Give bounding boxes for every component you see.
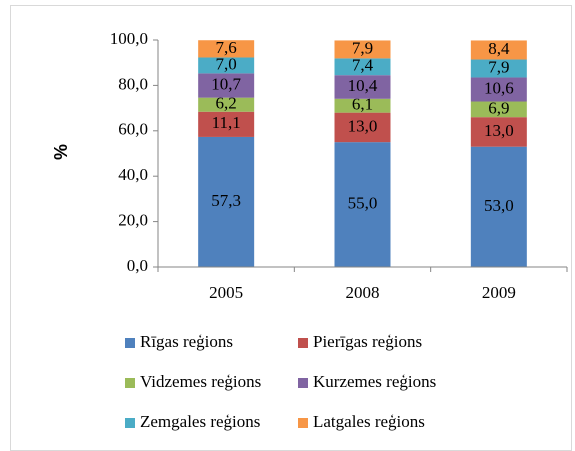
value-label: 6,9 [488, 98, 509, 117]
legend-swatch [298, 378, 308, 388]
y-tick-label: 40,0 [118, 165, 148, 184]
x-tick-label: 2009 [482, 283, 516, 302]
bar-segment [334, 112, 391, 143]
value-label: 7,0 [216, 54, 237, 73]
bar-segment [470, 59, 527, 78]
bar-segment [334, 75, 391, 99]
value-label: 10,6 [484, 78, 514, 97]
bar-segment [470, 40, 527, 60]
bar-segment [198, 97, 255, 112]
value-label: 55,0 [348, 193, 378, 212]
bar-segment [334, 58, 391, 76]
legend-label: Pierīgas reģions [313, 332, 422, 351]
bar-segment [334, 98, 391, 113]
legend-label: Latgales reģions [313, 412, 425, 431]
y-tick-label: 60,0 [118, 120, 148, 139]
x-tick-label: 2005 [209, 283, 243, 302]
value-label: 13,0 [348, 116, 378, 135]
bar-segment [470, 77, 527, 102]
legend-swatch [298, 418, 308, 428]
y-tick-label: 80,0 [118, 74, 148, 93]
bar-segment [198, 40, 255, 58]
x-tick-label: 2008 [346, 283, 380, 302]
value-label: 6,1 [352, 95, 373, 114]
value-label: 13,0 [484, 121, 514, 140]
bar-segment [198, 73, 255, 98]
y-tick-label: 100,0 [110, 29, 148, 48]
y-tick-label: 0,0 [127, 256, 148, 275]
value-label: 53,0 [484, 196, 514, 215]
bar-segment [470, 146, 527, 267]
bar-segment [470, 117, 527, 147]
value-label: 10,4 [348, 76, 378, 95]
y-axis-label: % [51, 144, 71, 160]
legend-swatch [125, 338, 135, 348]
value-label: 8,4 [488, 39, 510, 58]
bar-segment [198, 136, 255, 267]
legend-label: Kurzemes reģions [313, 372, 436, 391]
value-label: 6,2 [216, 94, 237, 113]
bar-segment [198, 111, 255, 137]
y-tick-label: 20,0 [118, 211, 148, 230]
legend-swatch [125, 378, 135, 388]
legend-label: Zemgales reģions [140, 412, 260, 431]
value-label: 7,9 [352, 38, 373, 57]
legend-swatch [298, 338, 308, 348]
legend-label: Rīgas reģions [140, 332, 233, 351]
bar-segment [334, 40, 391, 59]
value-label: 11,1 [212, 113, 241, 132]
bar-segment [198, 57, 255, 74]
legend-swatch [125, 418, 135, 428]
bar-segment [470, 101, 527, 118]
value-label: 7,6 [216, 38, 237, 57]
legend-label: Vidzemes reģions [140, 372, 261, 391]
value-label: 57,3 [211, 191, 241, 210]
value-label: 10,7 [211, 74, 241, 93]
value-label: 7,4 [352, 56, 374, 75]
value-label: 7,9 [488, 57, 509, 76]
bar-segment [334, 142, 391, 267]
